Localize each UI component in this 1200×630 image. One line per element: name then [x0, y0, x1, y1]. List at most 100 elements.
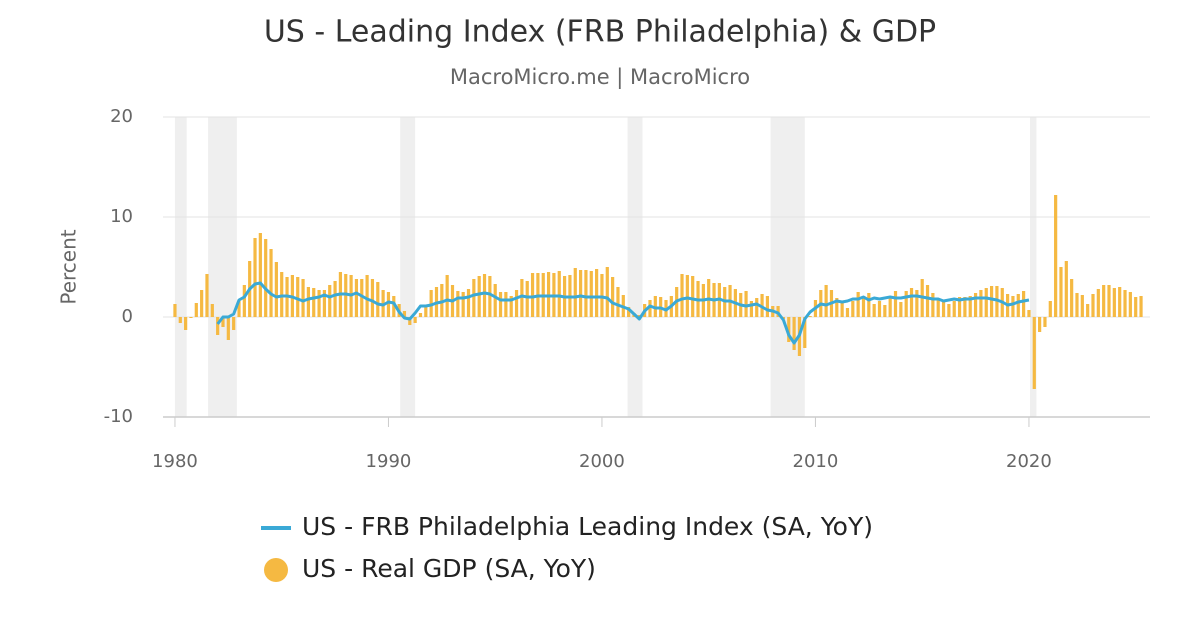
bar [418, 313, 423, 317]
bar [306, 287, 310, 317]
bar [317, 290, 321, 317]
bar [952, 301, 956, 317]
bar [322, 290, 327, 317]
bar [1128, 292, 1132, 317]
grid [163, 116, 1150, 418]
bar [600, 274, 604, 317]
bar [893, 291, 898, 317]
bar [328, 285, 332, 317]
bar [691, 276, 695, 317]
recession-band [770, 117, 805, 417]
bar [178, 317, 182, 323]
bar [968, 296, 972, 317]
bar [221, 317, 225, 327]
bar [808, 316, 812, 317]
bar [360, 279, 364, 317]
bar [989, 286, 994, 317]
bar [466, 289, 471, 317]
bar [941, 301, 946, 317]
bar [269, 249, 273, 317]
bar [685, 275, 689, 317]
bar [226, 317, 230, 340]
bar [242, 285, 246, 317]
x-tick-label: 1980 [152, 451, 198, 472]
bar [504, 292, 508, 317]
bar [755, 298, 759, 317]
y-tick-label: 0 [122, 306, 133, 327]
bar [1139, 296, 1143, 317]
bar [888, 297, 892, 317]
bar [253, 238, 257, 317]
bar [232, 317, 236, 330]
bar [296, 277, 300, 317]
bar [1112, 288, 1116, 317]
bar [1038, 317, 1042, 332]
bar [445, 275, 449, 317]
bar [856, 292, 860, 317]
bar [376, 282, 380, 317]
bar [514, 290, 519, 317]
bar [461, 292, 465, 317]
bar [915, 290, 919, 317]
bar [835, 298, 839, 317]
bar [520, 279, 524, 317]
bar [573, 268, 577, 317]
bar [456, 291, 460, 317]
bar [205, 274, 209, 317]
bar [589, 271, 593, 317]
chart-subtitle: MacroMicro.me | MacroMicro [450, 65, 750, 90]
bar [1080, 295, 1084, 317]
bar [909, 288, 914, 317]
bar [386, 292, 391, 317]
y-axis-label: Percent [57, 229, 81, 304]
bar [792, 317, 796, 350]
bar [979, 290, 983, 317]
bar [557, 271, 561, 317]
bar [333, 281, 337, 317]
bar [925, 285, 930, 317]
bar [947, 304, 951, 317]
bar [824, 285, 828, 317]
bar [173, 304, 177, 317]
bar [765, 296, 770, 317]
chart-title: US - Leading Index (FRB Philadelphia) & … [264, 15, 936, 50]
bar [1134, 297, 1138, 317]
bar [258, 233, 262, 317]
bar [210, 304, 214, 317]
bar [482, 274, 487, 317]
bar [957, 297, 962, 317]
legend-swatch [264, 558, 288, 582]
bar [301, 279, 305, 317]
bar [845, 308, 850, 317]
bar [189, 317, 193, 318]
bar [1075, 293, 1079, 317]
bar [424, 307, 428, 317]
bar [194, 303, 198, 317]
bar [509, 296, 513, 317]
bar [867, 293, 871, 317]
bar [530, 273, 535, 317]
legend-label: US - Real GDP (SA, YoY) [302, 554, 596, 583]
bar [200, 290, 204, 317]
bar [1011, 296, 1015, 317]
bar [872, 304, 876, 317]
legend-label: US - FRB Philadelphia Leading Index (SA,… [302, 512, 873, 541]
bar [579, 270, 583, 317]
recession-band [174, 117, 187, 417]
bar [1086, 304, 1090, 317]
bar [787, 317, 791, 342]
bar [237, 301, 241, 317]
bar [1043, 317, 1047, 327]
bar [616, 287, 620, 317]
bar [931, 293, 935, 317]
bar [611, 277, 615, 317]
line [216, 281, 1030, 345]
y-tick-label: 10 [110, 206, 133, 227]
bar [472, 279, 476, 317]
y-tick-label: -10 [104, 406, 133, 427]
recession-bands [174, 117, 1037, 417]
bar [413, 317, 417, 323]
bar [370, 279, 375, 317]
bar [264, 239, 268, 317]
recession-band [208, 117, 237, 417]
